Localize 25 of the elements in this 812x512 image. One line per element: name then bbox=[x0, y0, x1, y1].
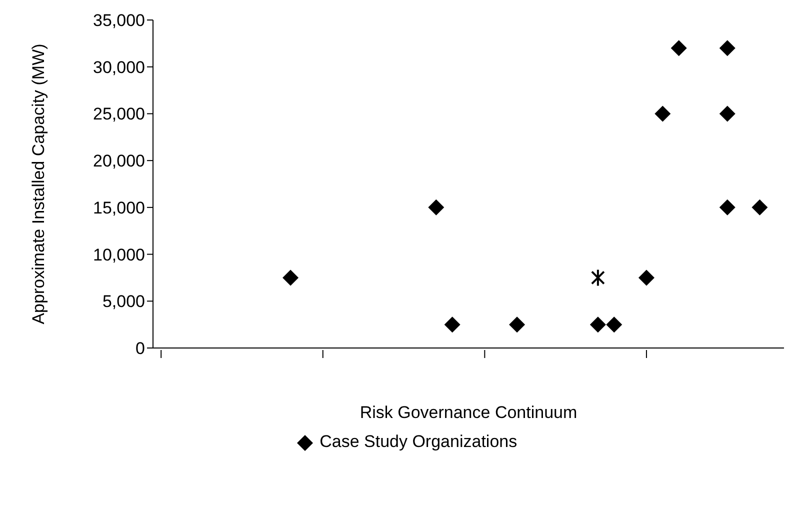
point bbox=[752, 199, 768, 216]
point bbox=[282, 270, 299, 286]
point bbox=[590, 268, 605, 287]
y-tick-label: 0 bbox=[136, 339, 145, 358]
point bbox=[719, 199, 736, 216]
point bbox=[638, 270, 654, 286]
y-tick-label: 10,000 bbox=[93, 245, 145, 264]
y-tick-label: 15,000 bbox=[93, 198, 145, 218]
point bbox=[509, 316, 526, 333]
point bbox=[606, 316, 622, 333]
y-tick-label: 20,000 bbox=[93, 152, 145, 171]
y-axis-title: Approximate Installed Capacity (MW) bbox=[29, 44, 48, 324]
x-axis-title: Risk Governance Continuum bbox=[360, 403, 578, 422]
y-tick-label: 30,000 bbox=[93, 58, 145, 77]
y-tick-label: 35,000 bbox=[93, 11, 145, 30]
legend-label: Case Study Organizations bbox=[318, 432, 518, 453]
point bbox=[590, 316, 606, 333]
point bbox=[444, 316, 460, 333]
point bbox=[654, 106, 671, 122]
point bbox=[719, 106, 736, 122]
point bbox=[428, 199, 444, 216]
y-tick-label: 25,000 bbox=[93, 104, 145, 124]
point bbox=[670, 40, 687, 56]
point bbox=[719, 40, 736, 56]
y-tick-label: 5,000 bbox=[102, 292, 145, 312]
